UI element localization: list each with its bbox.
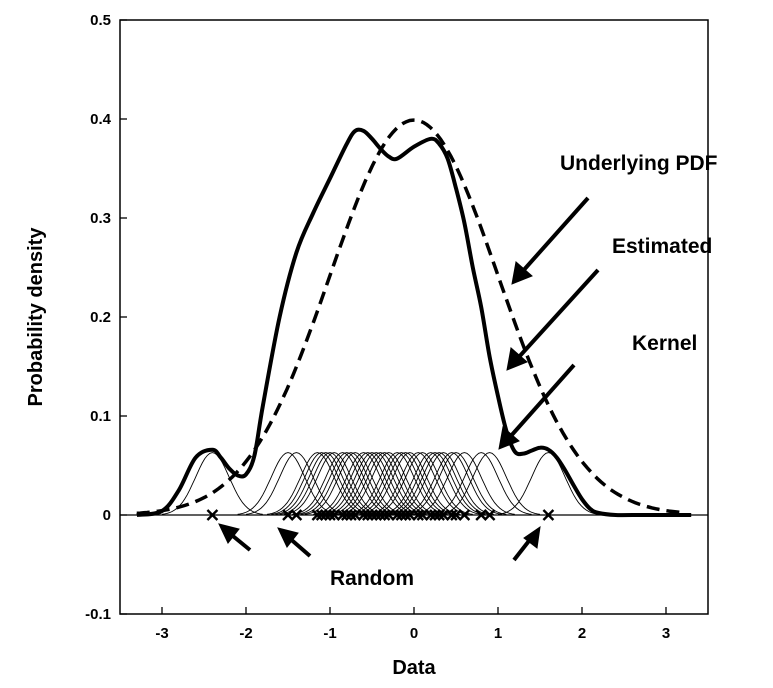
kernel-curve	[497, 452, 599, 515]
sample-marker	[349, 509, 362, 521]
sample-marker	[433, 509, 446, 521]
y-tick-label: 0.1	[90, 408, 111, 425]
annotation-estimated: Estimated	[612, 235, 712, 258]
plot-area-frame	[119, 19, 709, 615]
sample-marker	[429, 509, 441, 521]
sample-marker	[458, 509, 471, 521]
annotation-random: Random	[330, 567, 414, 590]
arrowhead-underlying-pdf	[511, 261, 533, 285]
arrowhead-random-mid	[277, 527, 299, 548]
kernel-curve	[439, 452, 541, 515]
y-tick-label: 0.3	[90, 210, 111, 227]
kernel-curve	[355, 452, 457, 515]
kernel-curve	[413, 452, 515, 515]
kernel-curve	[401, 452, 503, 515]
sample-marker	[424, 509, 437, 521]
sample-marker	[319, 509, 332, 521]
x-tick-label: -2	[239, 625, 252, 642]
sample-marker	[382, 509, 395, 521]
sample-marker	[324, 509, 336, 521]
sample-marker	[399, 509, 412, 521]
kernel-curve	[388, 452, 490, 515]
y-axis-label: Probability density	[25, 227, 47, 407]
annotation-arrows	[218, 196, 600, 562]
kernel-curve	[329, 452, 431, 515]
sample-marker	[483, 509, 496, 521]
kernel-curve	[380, 452, 482, 515]
sample-marker	[542, 509, 555, 521]
sample-marker	[206, 509, 219, 521]
y-tick-label: 0	[103, 507, 111, 524]
sample-marker	[357, 509, 370, 521]
sample-marker	[374, 509, 387, 521]
arrow-estimated	[516, 268, 600, 360]
axis-ticks: -3 -2 -1 0 1 2 3 -0.1 0 0.1 0.2 0.3 0.4 0.5	[85, 12, 670, 642]
x-tick-label: 1	[494, 625, 502, 642]
sample-marker	[391, 509, 404, 521]
kernel-curve	[367, 452, 469, 515]
sample-marker	[328, 509, 341, 521]
underlying-pdf-curve	[136, 118, 683, 516]
y-tick-label: -0.1	[85, 606, 111, 623]
kernel-curves	[161, 452, 599, 515]
sample-marker	[403, 509, 416, 521]
sample-marker	[340, 509, 353, 521]
sample-marker	[361, 509, 374, 521]
kernel-curve	[405, 452, 507, 515]
x-tick-label: -3	[155, 625, 168, 642]
random-sample-markers	[206, 509, 555, 521]
sample-marker	[437, 509, 450, 521]
x-axis-label: Data	[392, 657, 436, 679]
sample-marker	[378, 509, 391, 521]
annotation-kernel: Kernel	[632, 332, 697, 355]
sample-marker	[311, 509, 324, 521]
sample-marker	[416, 509, 429, 521]
y-tick-label: 0.2	[90, 309, 111, 326]
sample-marker	[336, 509, 349, 521]
sample-marker	[366, 509, 378, 521]
sample-marker	[282, 509, 294, 521]
y-tick-label: 0.4	[90, 111, 112, 128]
estimated-pdf-curve	[136, 127, 692, 518]
arrow-kernel	[508, 363, 576, 439]
kernel-curve	[359, 452, 461, 515]
kernel-curve	[384, 452, 486, 515]
sample-marker	[345, 509, 357, 521]
sample-marker	[445, 509, 458, 521]
sample-marker	[412, 509, 425, 521]
y-tick-label: 0.5	[90, 12, 111, 29]
kernel-curve	[296, 452, 398, 515]
kernel-curve	[275, 452, 377, 515]
arrowhead-kernel	[498, 426, 520, 450]
arrowhead-estimated	[506, 347, 528, 371]
sample-marker	[370, 509, 383, 521]
annotation-underlying-pdf: Underlying PDF	[560, 152, 718, 175]
sample-marker	[315, 509, 328, 521]
arrowhead-random-right	[523, 525, 541, 549]
kernel-curve	[392, 452, 494, 515]
sample-marker	[290, 509, 303, 521]
arrowhead-random-left	[218, 523, 240, 544]
x-tick-label: 0	[410, 625, 418, 642]
sample-marker	[450, 509, 462, 521]
arrow-underlying-pdf	[520, 196, 590, 274]
x-tick-label: 3	[662, 625, 670, 642]
sample-marker	[475, 509, 488, 521]
x-tick-label: 2	[578, 625, 586, 642]
kernel-curve	[350, 452, 452, 515]
x-tick-label: -1	[323, 625, 336, 642]
sample-marker	[395, 509, 408, 521]
